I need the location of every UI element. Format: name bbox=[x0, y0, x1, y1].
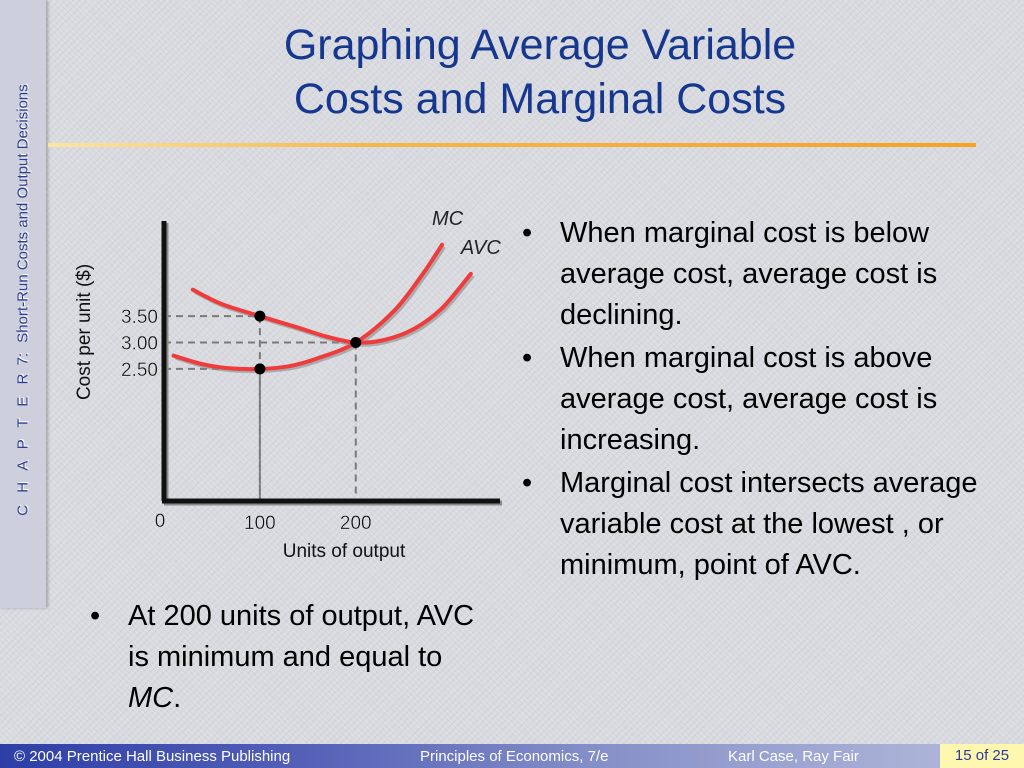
chapter-number: 7: bbox=[14, 352, 32, 366]
chapter-word: C H A P T E R bbox=[14, 369, 32, 516]
data-point bbox=[254, 363, 266, 375]
bullet-symbol: • bbox=[522, 342, 533, 374]
bullet-item: • Marginal cost intersects average variab… bbox=[520, 463, 990, 586]
bullet-text: When marginal cost is above average cost… bbox=[560, 342, 938, 456]
mc-curve-shadow bbox=[175, 245, 446, 374]
bullet-emphasis: MC bbox=[128, 682, 174, 714]
footer-authors: Karl Case, Ray Fair bbox=[728, 748, 859, 765]
avc-curve bbox=[190, 271, 473, 345]
bullet-symbol: • bbox=[522, 217, 533, 249]
bullet-tail: . bbox=[173, 682, 182, 714]
slide-title: Graphing Average Variable Costs and Marg… bbox=[110, 18, 970, 126]
mc-curve bbox=[171, 242, 445, 372]
slide-footer: © 2004 Prentice Hall Business Publishing… bbox=[0, 744, 1024, 768]
bullet-symbol: • bbox=[90, 600, 101, 632]
cost-chart: MC AVC 3.50 3.00 2.50 100 200 0 Units of output C… bbox=[74, 208, 502, 562]
x-axis-label: Units of output bbox=[283, 541, 406, 562]
bullet-item: • At 200 units of output, AVC is minimum… bbox=[88, 596, 488, 719]
y-axis-label: Cost per unit ($) bbox=[74, 264, 95, 400]
bullet-text: Marginal cost intersects average variabl… bbox=[560, 467, 978, 581]
y-tick-label: 3.00 bbox=[121, 334, 158, 355]
chapter-side-band: C H A P T E R 7: Short-Run Costs and Out… bbox=[0, 0, 46, 608]
bullet-item: • When marginal cost is below average cos… bbox=[520, 213, 990, 336]
chart-guide-lines bbox=[164, 315, 357, 501]
data-point bbox=[350, 337, 362, 349]
page-number: 15 of 25 bbox=[940, 744, 1024, 768]
chart-points bbox=[254, 310, 362, 375]
origin-label: 0 bbox=[155, 511, 166, 532]
chapter-title: Short-Run Costs and Output Decisions bbox=[14, 84, 32, 343]
slide-title-line-2: Costs and Marginal Costs bbox=[293, 75, 787, 123]
slide-title-line-1: Graphing Average Variable bbox=[283, 21, 797, 69]
avc-series-label: AVC bbox=[460, 237, 502, 259]
y-tick-label: 2.50 bbox=[121, 360, 158, 381]
chapter-label: C H A P T E R 7: Short-Run Costs and Out… bbox=[15, 84, 32, 516]
chart-labels: MC AVC 3.50 3.00 2.50 100 200 0 Units of output C… bbox=[74, 208, 501, 562]
bullet-list-left: • At 200 units of output, AVC is minimum… bbox=[88, 596, 488, 719]
bullet-item: • When marginal cost is above average cos… bbox=[520, 338, 990, 461]
x-tick-label: 200 bbox=[340, 513, 372, 534]
mc-series-label: MC bbox=[432, 208, 464, 230]
data-point bbox=[254, 310, 266, 322]
y-tick-label: 3.50 bbox=[121, 307, 158, 328]
title-divider bbox=[48, 143, 976, 147]
x-tick-label: 100 bbox=[244, 513, 276, 534]
bullet-symbol: • bbox=[522, 467, 533, 499]
footer-book: Principles of Economics, 7/e bbox=[420, 748, 609, 765]
chart-curves bbox=[171, 242, 475, 374]
bullet-text: When marginal cost is below average cost… bbox=[560, 217, 938, 331]
footer-copyright: © 2004 Prentice Hall Business Publishing bbox=[14, 748, 291, 765]
bullet-list-right: • When marginal cost is below average cos… bbox=[520, 213, 990, 588]
bullet-text: At 200 units of output, AVC is minimum a… bbox=[128, 600, 475, 673]
chart-axes bbox=[161, 221, 502, 506]
